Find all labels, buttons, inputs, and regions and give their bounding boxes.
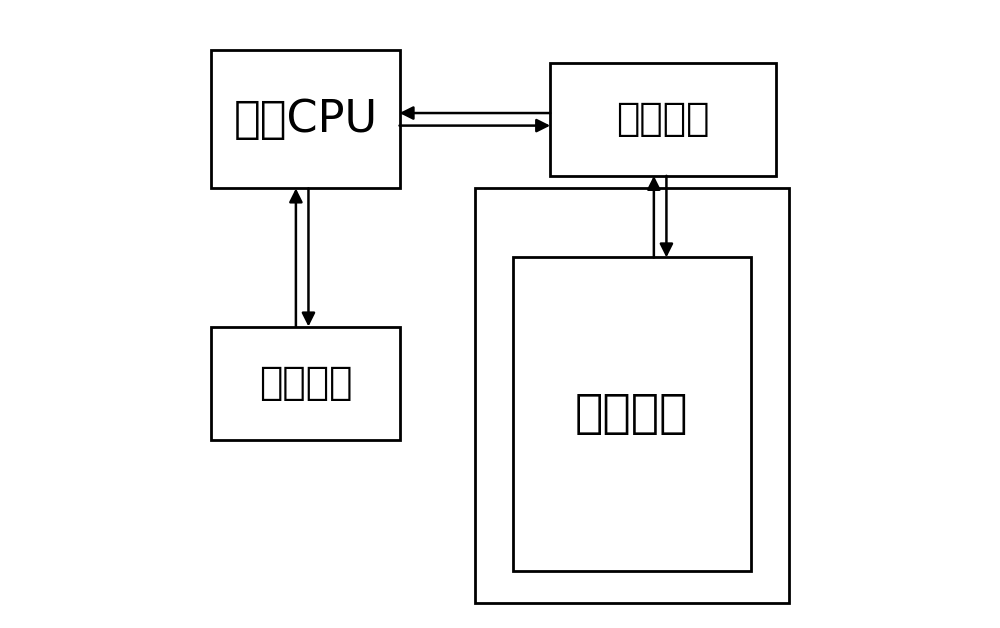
Bar [513,257,751,571]
Text: 主朼内存: 主朼内存 [259,364,352,402]
Bar [475,188,789,603]
Text: 运算模块: 运算模块 [617,100,710,138]
Text: 存储模块: 存储模块 [575,392,689,437]
Bar [211,327,400,440]
Text: 主朼CPU: 主朼CPU [233,98,377,141]
Bar [550,63,776,176]
Bar [211,50,400,188]
